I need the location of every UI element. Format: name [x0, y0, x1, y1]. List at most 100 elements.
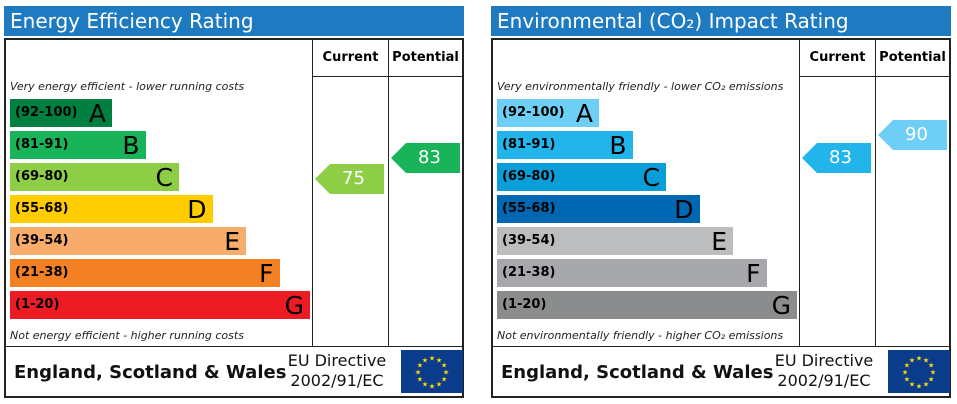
column-divider — [799, 40, 800, 346]
current-arrow-shape — [802, 142, 871, 173]
potential-column-header: Potential — [879, 50, 946, 65]
star-icon: ★ — [429, 355, 435, 363]
star-icon: ★ — [904, 362, 910, 370]
potential-rating-value: 90 — [905, 124, 928, 146]
star-icon: ★ — [415, 369, 421, 377]
star-icon: ★ — [441, 362, 447, 370]
band-letter: B — [122, 131, 140, 160]
band-letter: C — [642, 163, 660, 192]
star-icon: ★ — [436, 356, 442, 364]
column-divider — [388, 40, 389, 346]
country-label: England, Scotland & Wales — [501, 362, 774, 383]
band-letter: F — [259, 259, 274, 288]
band-range: (69-80) — [502, 169, 556, 184]
eu-directive-line2: 2002/91/EC — [777, 371, 871, 390]
star-icon: ★ — [417, 362, 423, 370]
top-caption: Very environmentally friendly - lower CO… — [497, 80, 784, 93]
band-range: (92-100) — [502, 105, 565, 120]
header-divider — [799, 76, 949, 77]
band-d: (55-68) D — [10, 195, 213, 224]
footer-divider — [493, 346, 949, 347]
star-icon: ★ — [441, 376, 447, 384]
band-g: (1-20) G — [497, 291, 797, 320]
band-range: (92-100) — [15, 105, 78, 120]
band-range: (1-20) — [15, 297, 60, 312]
star-icon: ★ — [443, 369, 449, 377]
potential-arrow-shape — [878, 120, 947, 151]
band-e: (39-54) E — [10, 227, 246, 256]
star-icon: ★ — [422, 356, 428, 364]
current-column-header: Current — [322, 50, 379, 65]
band-a: (92-100) A — [10, 99, 112, 128]
current-arrow-shape — [315, 163, 384, 194]
current-rating-arrow: 83 — [802, 142, 871, 173]
band-letter: A — [575, 99, 593, 128]
band-letter: D — [187, 195, 207, 224]
potential-rating-arrow: 90 — [878, 120, 947, 151]
star-icon: ★ — [417, 376, 423, 384]
energy-efficiency-panel: Energy Efficiency Rating Current Potenti… — [4, 0, 466, 404]
star-icon: ★ — [904, 376, 910, 384]
potential-rating-arrow: 83 — [391, 142, 460, 173]
band-range: (21-38) — [15, 265, 69, 280]
band-b: (81-91) B — [10, 131, 146, 160]
band-letter: E — [711, 227, 727, 256]
eu-stars: ★★★★★★★★★ ★ ★★ — [415, 355, 449, 391]
band-range: (55-68) — [15, 201, 69, 216]
current-arrow-polygon — [315, 163, 384, 194]
star-icon: ★ — [930, 369, 936, 377]
band-c: (69-80) C — [497, 163, 666, 192]
band-range: (81-91) — [502, 137, 556, 152]
band-letter: E — [224, 227, 240, 256]
header-divider — [312, 76, 462, 77]
panel-title: Energy Efficiency Rating — [4, 6, 464, 36]
band-range: (1-20) — [502, 297, 547, 312]
star-icon: ★ — [923, 381, 929, 389]
current-rating-arrow: 75 — [315, 163, 384, 194]
band-range: (39-54) — [15, 233, 69, 248]
current-arrow-polygon — [802, 142, 871, 173]
country-label: England, Scotland & Wales — [14, 362, 287, 383]
eu-flag-icon: ★ ★ ★ ★ ★ ★ ★ ★ ★ ★ ★ ★ — [401, 350, 463, 393]
bottom-caption: Not environmentally friendly - higher CO… — [497, 329, 784, 342]
star-icon: ★ — [902, 369, 908, 377]
band-letter: C — [155, 163, 173, 192]
star-icon: ★ — [422, 381, 428, 389]
column-divider — [312, 40, 313, 346]
eu-directive-line1: EU Directive — [287, 351, 387, 370]
eu-directive-line1: EU Directive — [774, 351, 874, 370]
environmental-impact-panel: Environmental (CO₂) Impact Rating Curren… — [491, 0, 953, 404]
potential-rating-value: 83 — [418, 146, 441, 168]
current-column-header: Current — [809, 50, 866, 65]
band-range: (69-80) — [15, 169, 69, 184]
star-icon: ★ — [916, 383, 922, 391]
current-rating-value: 75 — [342, 167, 365, 189]
band-letter: A — [88, 99, 106, 128]
eu-directive: EU Directive 2002/91/EC — [769, 351, 879, 391]
star-icon: ★ — [909, 381, 915, 389]
star-icon: ★ — [916, 355, 922, 363]
band-d: (55-68) D — [497, 195, 700, 224]
band-g: (1-20) G — [10, 291, 310, 320]
band-a: (92-100) A — [497, 99, 599, 128]
band-letter: D — [674, 195, 694, 224]
eu-flag-icon: ★ ★ ★ ★ ★ ★ ★ ★ ★ ★ ★ ★ — [888, 350, 950, 393]
band-e: (39-54) E — [497, 227, 733, 256]
bottom-caption: Not energy efficient - higher running co… — [10, 329, 244, 342]
star-icon: ★ — [436, 381, 442, 389]
footer-divider — [6, 346, 462, 347]
band-letter: B — [609, 131, 627, 160]
band-f: (21-38) F — [10, 259, 280, 288]
band-range: (21-38) — [502, 265, 556, 280]
chart-frame — [491, 38, 951, 398]
chart-frame — [4, 38, 464, 398]
eu-directive-line2: 2002/91/EC — [290, 371, 384, 390]
potential-column-header: Potential — [392, 50, 459, 65]
current-rating-value: 83 — [829, 146, 852, 168]
eu-stars: ★★★★★★★★★ ★ ★★ — [902, 355, 936, 391]
panel-title: Environmental (CO₂) Impact Rating — [491, 6, 951, 36]
column-divider — [875, 40, 876, 346]
band-b: (81-91) B — [497, 131, 633, 160]
band-range: (55-68) — [502, 201, 556, 216]
band-range: (39-54) — [502, 233, 556, 248]
